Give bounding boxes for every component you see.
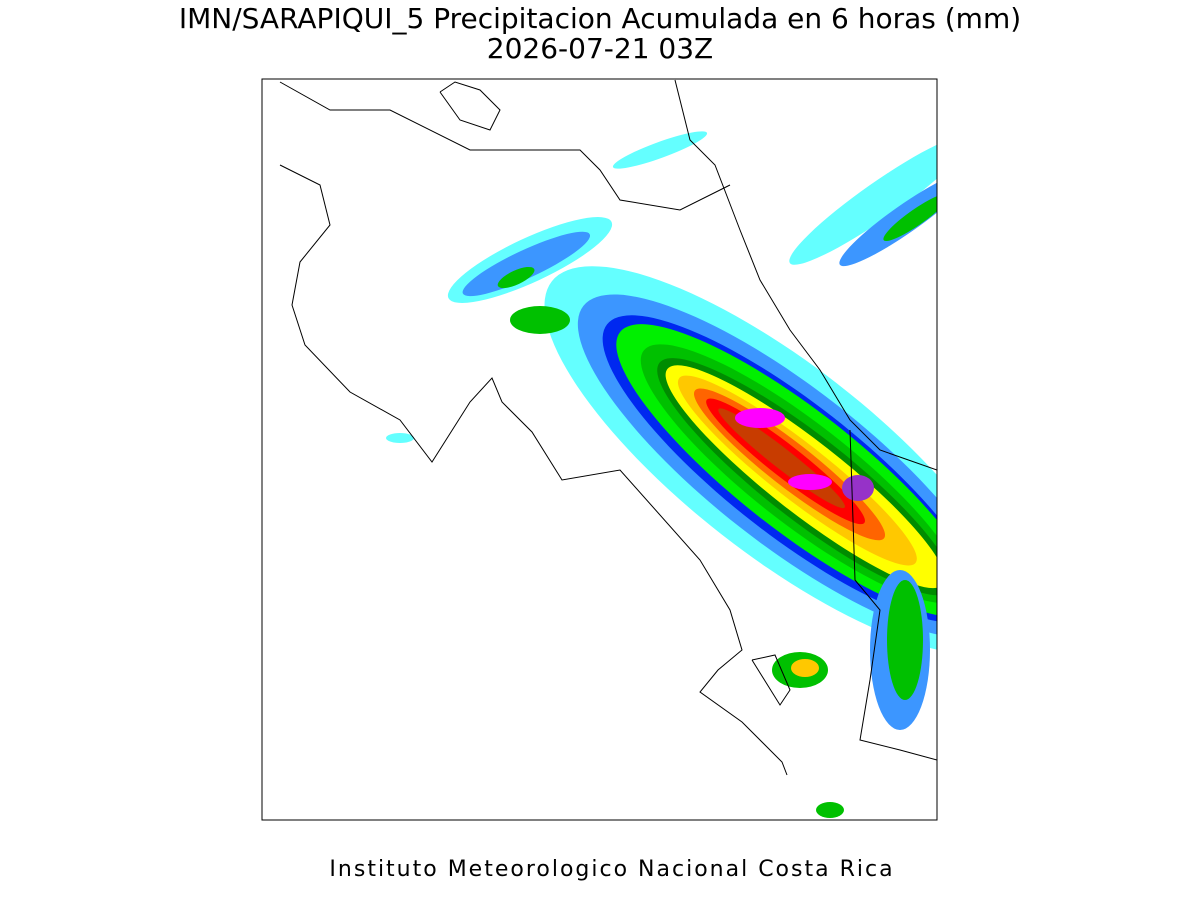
coastlines — [279, 79, 937, 776]
footer: Instituto Meteorologico Nacional Costa R… — [329, 857, 894, 882]
map-frame — [261, 78, 938, 821]
subtitle: 2026-07-21 03Z — [487, 32, 713, 65]
title: IMN/SARAPIQUI_5 Precipitacion Acumulada … — [179, 2, 1021, 35]
precipitation-field — [386, 131, 937, 818]
